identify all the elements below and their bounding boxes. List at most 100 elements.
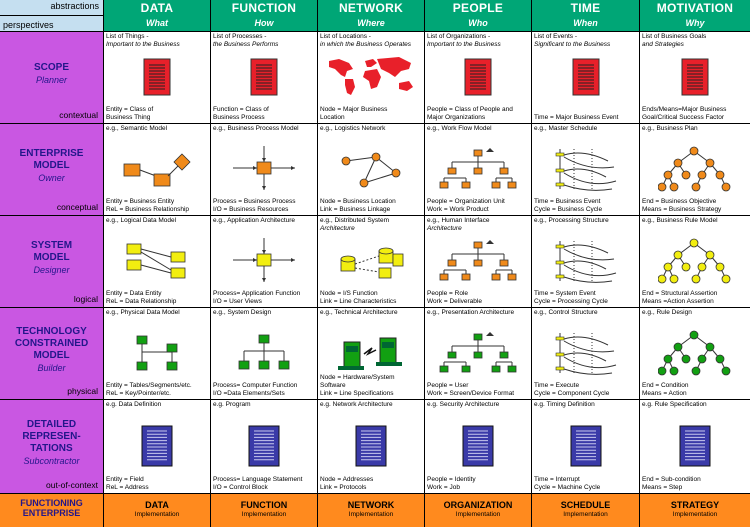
framework-cell[interactable]: e.g., Distributed System Architecture Nod…: [318, 216, 424, 307]
framework-cell[interactable]: e.g., Business Rule Model End = Structura…: [640, 216, 750, 307]
cell-definition-line1: People = Organization Unit: [427, 198, 505, 205]
framework-cell[interactable]: e.g., Master Schedule Time = Business Eve…: [532, 124, 639, 215]
footer-label-line1: FUNCTIONING: [20, 498, 83, 508]
cell-example-line1: e.g., Distributed System: [320, 217, 389, 224]
cell-example-line1: e.g., Control Structure: [534, 309, 598, 316]
row-abstraction-level: physical: [67, 386, 98, 396]
footer-network-cell: NETWORK Implementation: [318, 494, 424, 527]
framework-cell[interactable]: e.g., Work Flow Model People = Organizati…: [425, 124, 531, 215]
document-icon: [572, 58, 600, 101]
cell-definition-text: End = Sub-condition Means = Step: [642, 476, 749, 492]
footer-item-sub: Implementation: [241, 511, 287, 518]
logistics-network-icon: [338, 147, 404, 196]
cell-definition-line1: Entity = Class of: [106, 106, 154, 113]
system-design-icon: [234, 333, 294, 378]
framework-cell[interactable]: e.g., Control Structure Time = Execute Cyc…: [532, 308, 639, 399]
column-subtitle: When: [573, 18, 598, 28]
cell-example-text: e.g. Timing Definition: [534, 401, 637, 409]
framework-cell[interactable]: List of Organizations - Important to the …: [425, 32, 531, 123]
cell-example-line2: Architecture: [427, 225, 462, 232]
cell-definition-line1: Entity = Data Entity: [106, 290, 162, 297]
framework-cell[interactable]: e.g., Logistics Network Node = Business L…: [318, 124, 424, 215]
cell-definition-text: Ends/Means=Major Business Goal/Critical S…: [642, 106, 749, 122]
framework-cell[interactable]: e.g. Data Definition Entity = Field ReL = …: [104, 400, 210, 493]
footer-item-sub: Implementation: [563, 511, 608, 518]
framework-cell[interactable]: List of Things - Important to the Busines…: [104, 32, 210, 123]
framework-cell[interactable]: e.g., Business Process Model Process = Bu…: [211, 124, 317, 215]
schedule-icon: [554, 145, 618, 198]
row-header-text: TECHNOLOGY CONSTRAINED MODEL Builder: [0, 326, 103, 374]
cell-definition-line2: Means = Business Strategy: [642, 206, 722, 213]
blue-document-icon: [141, 425, 173, 472]
document-icon: [464, 58, 492, 101]
cell-example-text: e.g., Business Rule Model: [642, 217, 748, 225]
cell-definition-line2: ReL = Key/Pointer/etc.: [106, 390, 171, 397]
framework-cell[interactable]: List of Locations - in which the Business…: [318, 32, 424, 123]
row-title-line: ENTERPRISE: [19, 148, 84, 159]
framework-cell[interactable]: e.g., Application Architecture Process= A…: [211, 216, 317, 307]
cell-example-line1: e.g., Rule Design: [642, 309, 692, 316]
cell-example-line1: e.g., System Design: [213, 309, 272, 316]
cell-definition-line1: Ends/Means=Major Business: [642, 106, 727, 113]
document-icon: [250, 58, 278, 101]
cell-example-line1: e.g. Program: [213, 401, 251, 408]
framework-cell[interactable]: e.g. Network Architecture Node = Addresse…: [318, 400, 424, 493]
row-header-conceptual: ENTERPRISE MODEL Owner conceptual: [0, 124, 103, 215]
framework-cell[interactable]: e.g., Presentation Architecture People = …: [425, 308, 531, 399]
logical-data-model-icon: [125, 240, 189, 287]
framework-cell[interactable]: List of Processes - the Business Performs…: [211, 32, 317, 123]
cell-definition-line1: Time = Interrupt: [534, 476, 580, 483]
cell-example-line1: List of Organizations -: [427, 33, 491, 40]
cell-example-line2: Important to the Business: [427, 41, 501, 48]
footer-function-cell: FUNCTION Implementation: [211, 494, 317, 527]
rule-design-tree-icon: [657, 329, 732, 382]
cell-example-text: e.g., Human Interface Architecture: [427, 217, 529, 233]
row-header-physical: TECHNOLOGY CONSTRAINED MODEL Builder physica…: [0, 308, 103, 399]
row-header-logical: SYSTEM MODEL Designer logical: [0, 216, 103, 307]
framework-cell[interactable]: e.g., Rule Design End = Condition Means = …: [640, 308, 750, 399]
cell-definition-text: Function = Class of Business Process: [213, 106, 316, 122]
cell-example-text: e.g. Network Architecture: [320, 401, 422, 409]
row-header-text: SCOPE Planner: [0, 62, 103, 86]
distributed-system-icon: [335, 240, 407, 287]
cell-definition-text: Entity = Class of Business Thing: [106, 106, 209, 122]
framework-cell[interactable]: e.g., Processing Structure Time = System …: [532, 216, 639, 307]
row-subtitle: Builder: [37, 363, 66, 373]
cell-definition-text: Node = Major Business Location: [320, 106, 423, 122]
framework-cell[interactable]: e.g., System Design Process= Computer Fun…: [211, 308, 317, 399]
framework-cell[interactable]: List of Events - Significant to the Busin…: [532, 32, 639, 123]
cell-example-line1: e.g. Security Architecture: [427, 401, 500, 408]
framework-cell[interactable]: e.g., Human Interface Architecture People…: [425, 216, 531, 307]
framework-cell[interactable]: e.g., Business Plan End = Business Object…: [640, 124, 750, 215]
cell-example-line1: e.g., Semantic Model: [106, 125, 168, 132]
framework-cell[interactable]: e.g., Logical Data Model Entity = Data En…: [104, 216, 210, 307]
framework-cell[interactable]: e.g. Security Architecture People = Ident…: [425, 400, 531, 493]
cell-definition-text: People = Organization Unit Work = Work Pr…: [427, 198, 530, 214]
framework-cell[interactable]: e.g. Program Process= Language Statement I…: [211, 400, 317, 493]
document-icon: [681, 58, 709, 101]
footer-item-name: ORGANIZATION: [443, 500, 513, 510]
framework-cell[interactable]: e.g., Technical Architecture Node = Hardw…: [318, 308, 424, 399]
cell-definition-line1: Process= Computer Function: [213, 382, 298, 389]
workflow-icon: [438, 148, 518, 195]
cell-definition-line1: Time = Business Event: [534, 198, 601, 205]
framework-cell[interactable]: e.g. Rule Specification End = Sub-conditi…: [640, 400, 750, 493]
cell-example-line1: e.g. Data Definition: [106, 401, 162, 408]
cell-definition-text: Process= Language Statement I/O = Control…: [213, 476, 316, 492]
schedule-icon: [554, 237, 618, 290]
cell-example-line1: e.g. Timing Definition: [534, 401, 595, 408]
cell-definition-text: End = Condition Means = Action: [642, 382, 749, 398]
cell-definition-line2: Cycle = Machine Cycle: [534, 484, 601, 491]
framework-cell[interactable]: e.g., Physical Data Model Entity = Tables…: [104, 308, 210, 399]
framework-cell[interactable]: e.g. Timing Definition Time = Interrupt Cy…: [532, 400, 639, 493]
row-title-line: DETAILED: [26, 419, 77, 430]
column-title: PEOPLE: [452, 1, 504, 15]
footer-item-name: STRATEGY: [670, 500, 720, 510]
framework-cell[interactable]: List of Business Goals and Strategies Ends…: [640, 32, 750, 123]
cell-definition-line1: People = Role: [427, 290, 469, 297]
cell-example-text: e.g., Processing Structure: [534, 217, 637, 225]
cell-definition-text: Node = Hardware/System Software Link = Lin…: [320, 374, 423, 398]
cell-definition-line2: ReL = Business Relationship: [106, 206, 190, 213]
cell-example-line2: the Business Performs: [213, 41, 279, 48]
framework-cell[interactable]: e.g., Semantic Model Entity = Business En…: [104, 124, 210, 215]
